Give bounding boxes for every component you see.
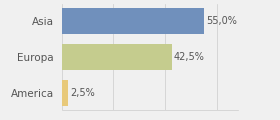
Bar bbox=[62, 80, 68, 106]
Bar bbox=[62, 44, 172, 70]
Text: 42,5%: 42,5% bbox=[174, 52, 205, 62]
Bar bbox=[62, 8, 204, 34]
Text: 55,0%: 55,0% bbox=[206, 16, 237, 26]
Text: 2,5%: 2,5% bbox=[70, 88, 95, 98]
